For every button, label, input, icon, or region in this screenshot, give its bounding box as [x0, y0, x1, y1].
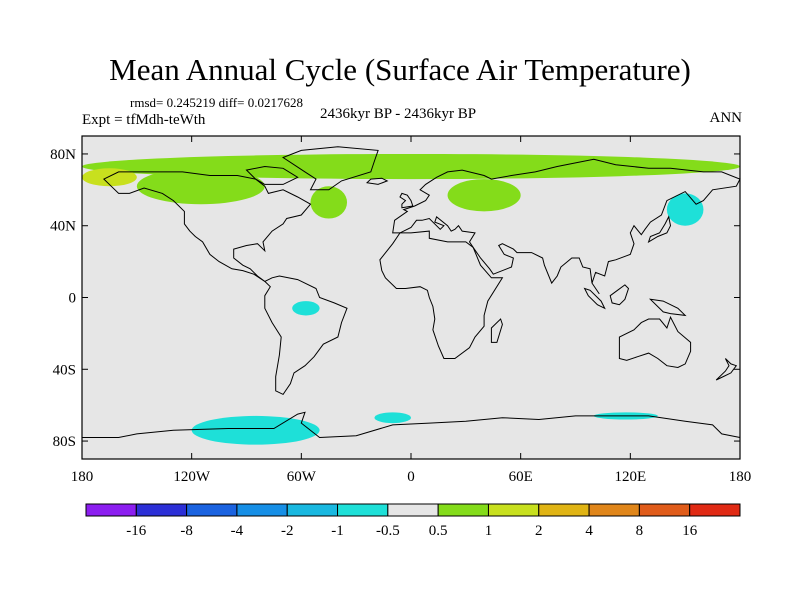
x-tick-label: 60W	[287, 469, 317, 485]
y-tick-label: 80N	[50, 147, 76, 163]
anomaly-region-north-atlantic	[310, 186, 348, 219]
y-tick-label: 0	[69, 291, 77, 307]
colorbar-swatch	[85, 503, 137, 517]
coastline-greenland	[282, 146, 379, 191]
colorbar-label: 1	[485, 523, 493, 539]
colorbar-label: -0.5	[376, 523, 400, 539]
season-label: ANN	[709, 110, 743, 126]
coastline-uk	[399, 192, 414, 209]
colorbar-swatch	[286, 503, 339, 517]
colorbar-swatch	[588, 503, 640, 517]
coastline-borneo	[609, 284, 630, 306]
y-tick-label: 40S	[53, 362, 76, 378]
colorbar-label: 8	[636, 523, 644, 539]
anomaly-region-scandinavia-russia	[447, 179, 521, 212]
y-tick-label: 40N	[50, 219, 76, 235]
anomaly-region-brazil	[292, 301, 320, 316]
colorbar-swatch	[689, 503, 741, 517]
coastline-australia	[618, 315, 692, 369]
x-tick-label: 120W	[173, 469, 211, 485]
colorbar-swatch	[638, 503, 691, 517]
x-tick-label: 120E	[614, 469, 646, 485]
colorbar-swatch	[186, 503, 238, 517]
period-label: 2436kyr BP - 2436kyr BP	[320, 106, 477, 122]
colorbar-swatch	[387, 503, 439, 517]
coastline-antarctica	[82, 411, 741, 439]
anomaly-region-west-antarctic	[191, 415, 320, 445]
colorbar-label: 2	[535, 523, 543, 539]
coastline-iceland	[366, 177, 389, 185]
colorbar-label: -1	[331, 523, 344, 539]
coastline-africa	[379, 230, 504, 359]
colorbar-label: -8	[180, 523, 193, 539]
coastline-sumatra	[583, 287, 606, 310]
coastline-new-zealand	[715, 358, 738, 381]
colorbar-swatch	[487, 503, 540, 517]
colorbar-label: 4	[585, 523, 593, 539]
anomaly-region-siberia-west	[82, 168, 137, 187]
anomaly-region-north-america-north	[136, 168, 265, 205]
chart-title: Mean Annual Cycle (Surface Air Temperatu…	[109, 52, 691, 87]
coastline-north-america	[103, 171, 312, 282]
coastline-baffin	[245, 165, 299, 185]
colorbar-label: -4	[231, 523, 244, 539]
x-tick-label: 180	[71, 469, 94, 485]
colorbar-swatch	[437, 503, 489, 517]
x-tick-label: 0	[407, 469, 415, 485]
colorbar-swatch	[337, 503, 389, 517]
coastline-new-guinea	[648, 298, 687, 317]
colorbar-label: 0.5	[429, 523, 448, 539]
colorbar-label: 16	[682, 523, 698, 539]
colorbar-swatch	[236, 503, 288, 517]
coastline-south-america	[263, 275, 348, 396]
y-tick-label: 80S	[53, 434, 76, 450]
colorbar-label: -16	[126, 523, 146, 539]
x-tick-label: 180	[729, 469, 752, 485]
stats-line: rmsd= 0.245219 diff= 0.0217628	[130, 95, 303, 110]
anomaly-region-southern-ocean-atlantic	[374, 412, 411, 424]
x-tick-label: 60E	[509, 469, 533, 485]
coastline-japan	[647, 215, 672, 244]
colorbar-label: -2	[281, 523, 294, 539]
coastline-eurasia	[392, 158, 741, 295]
coastline-madagascar	[490, 318, 503, 343]
colorbar-swatch	[135, 503, 188, 517]
colorbar-swatch	[538, 503, 590, 517]
anomaly-region-arctic-band	[82, 153, 740, 180]
experiment-label: Expt = tfMdh-teWth	[82, 112, 206, 128]
